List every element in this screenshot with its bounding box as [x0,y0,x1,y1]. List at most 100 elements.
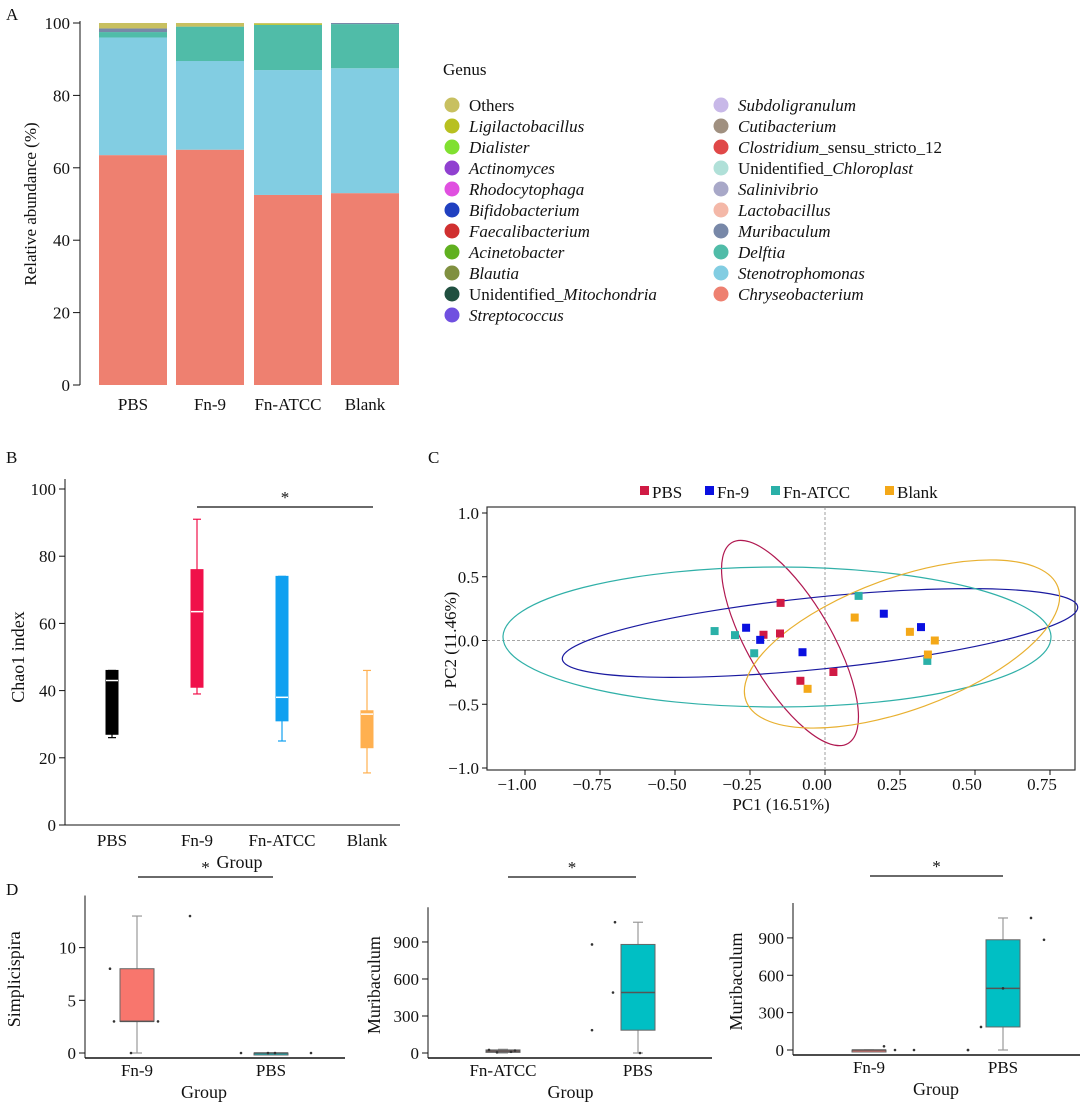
data-point [1042,938,1046,942]
legend-swatch-icon [713,286,729,302]
legend-label: Blank [897,483,938,502]
legend-swatch-icon [444,118,460,134]
data-point-pbs [796,676,805,685]
y-axis-label: Chao1 index [8,611,28,703]
legend-swatch-icon [885,486,894,495]
data-point [979,1025,983,1029]
x-axis-label: Group [913,1079,959,1099]
bar-segment-stenotrophomonas [99,37,167,156]
legend-item-genus: Stenotrophomonas [738,264,865,283]
legend-item-genus: Acinetobacter [468,243,565,262]
box-pbs [105,669,119,735]
legend-item: Cutibacterium [738,117,836,136]
confidence-ellipse-fn-atcc [502,566,1052,708]
legend-item: Bifidobacterium [469,201,579,220]
data-point [266,1051,270,1055]
x-axis-label: PC1 (16.51%) [732,795,829,814]
legend-swatch-icon [771,486,780,495]
legend-item: Ligilactobacillus [468,117,585,136]
legend-swatch-icon [444,181,460,197]
legend-item: Subdoligranulum [738,96,856,115]
y-tick-label: 300 [394,1007,420,1026]
y-tick-label: 80 [53,86,70,105]
data-point [129,1051,133,1055]
legend-item: Clostridium_sensu_stricto_12 [738,138,942,157]
significance-star: * [932,857,941,876]
legend-swatch-icon [713,160,729,176]
significance-star: * [201,858,210,877]
legend-item-genus: Subdoligranulum [738,96,856,115]
legend-item: Blautia [469,264,519,283]
data-point-fn-atcc [731,631,739,640]
bar-segment-chryseobacterium [254,194,322,385]
x-tick-label: PBS [623,1061,653,1080]
y-axis-label: PC2 (11.46%) [441,592,460,689]
legend-item-genus: Muribaculum [737,222,831,241]
legend-item: Rhodocytophaga [468,180,584,199]
y-axis-label: Relative abundance (%) [21,122,40,285]
legend-item-genus: Chloroplast [832,159,914,178]
legend-item-genus: Blautia [469,264,519,283]
legend-swatch-icon [444,223,460,239]
data-point [309,1051,313,1055]
bar-segment-others [99,23,167,29]
bar-segment-delftia [331,24,399,69]
data-point [513,1049,517,1052]
x-tick-label: Fn-9 [181,831,213,850]
x-axis-label: Group [548,1082,594,1102]
x-axis-label: Group [181,1082,227,1102]
legend-item: Salinivibrio [738,180,818,199]
data-point [487,1048,491,1052]
data-point [882,1044,886,1048]
x-tick-label: Blank [347,831,388,850]
x-tick-label: Fn-ATCC [254,395,321,414]
x-tick-label: 0.25 [877,775,907,794]
y-tick-label: 20 [39,749,56,768]
panel-a-stacked-bar: PBS Fn-9 Fn-ATCC Blank 0 20 40 60 80 100 Relative … [21,14,942,414]
data-point-fn-atcc [750,649,759,658]
legend-swatch-icon [713,265,729,281]
data-point [509,1050,513,1054]
y-tick-label: 1.0 [458,504,479,523]
legend-label: Fn-9 [717,483,749,502]
data-point [893,1048,897,1052]
legend-item-genus: Mitochondria [562,285,657,304]
bar-segment-stenotrophomonas [254,70,322,195]
box-fn-9 [190,569,204,688]
legend-label: PBS [652,483,682,502]
data-point [108,967,112,971]
data-point-fn-9 [756,635,765,644]
legend-swatch-icon [444,139,460,155]
confidence-ellipse-blank [743,559,1061,729]
bar-segment-delftia [99,32,167,38]
y-axis-label: Muribaculum [726,933,746,1031]
legend-item: Others [469,96,514,115]
legend-item: Dialister [468,138,530,157]
data-point [495,1051,499,1054]
legend-item-prefix: Unidentified_ [738,159,833,178]
data-point [613,920,617,924]
data-point [912,1048,916,1052]
x-tick-label: −0.50 [647,775,686,794]
legend-item-genus: Delftia [737,243,785,262]
legend-item: Unidentified_Mitochondria [469,285,657,304]
panel-letter-a: A [6,5,19,24]
y-tick-label: 0 [62,376,71,395]
legend-swatch-icon [444,244,460,260]
x-tick-label: 0.75 [1027,775,1057,794]
legend-item: Delftia [737,243,785,262]
data-point [590,1028,594,1032]
data-point-fn-9 [879,609,888,618]
x-tick-label: Fn-ATCC [248,831,315,850]
x-tick-label: Fn-9 [121,1061,153,1080]
y-tick-label: 600 [759,966,785,985]
confidence-ellipse-fn-9 [561,588,1079,678]
data-point [1001,987,1005,990]
y-tick-label: 80 [39,547,56,566]
y-tick-label: 20 [53,304,70,323]
y-tick-label: 40 [53,231,70,250]
x-axis-label: Group [217,852,263,872]
legend-swatch-icon [444,97,460,113]
legend-item: Lactobacillus [737,201,831,220]
